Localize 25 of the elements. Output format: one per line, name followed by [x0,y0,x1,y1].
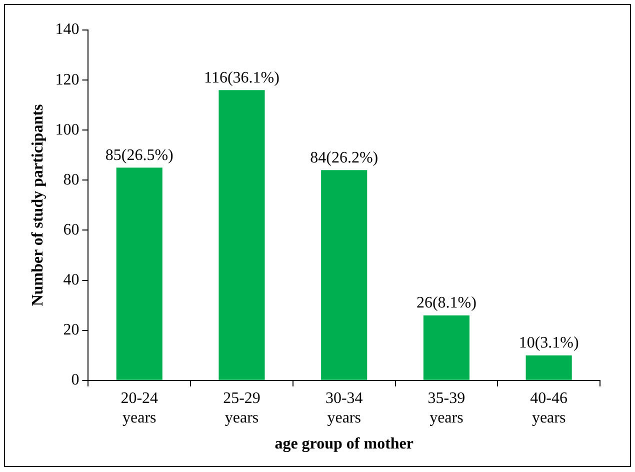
x-axis-title: age group of mother [274,436,414,453]
x-tick-label: 35-39 years [428,390,466,426]
x-tick-label: 40-46 years [530,390,568,426]
data-label: 10(3.1%) [518,334,579,352]
bar [321,170,368,380]
data-label: 116(36.1%) [204,69,280,86]
data-label: 85(26.5%) [105,146,174,164]
y-tick-label: 20 [63,322,80,339]
y-tick-label: 80 [63,171,80,188]
bar [116,168,162,380]
y-tick-label: 100 [55,121,80,138]
data-label: 84(26.2%) [310,149,378,166]
bar [218,90,265,380]
y-tick-label: 140 [55,21,80,38]
x-tick-label: 25-29 years [223,390,260,426]
data-label: 26(8.1%) [416,294,476,312]
y-axis-title: Number of study participants [30,104,47,306]
y-tick-label: 60 [63,221,80,238]
y-tick-label: 120 [55,71,80,88]
y-tick-label: 40 [63,271,80,288]
bar [526,355,572,380]
y-tick-label: 0 [71,372,80,389]
x-tick-label: 20-24 years [120,390,158,426]
x-tick-label: 30-34 years [325,390,363,426]
bar [423,315,470,380]
